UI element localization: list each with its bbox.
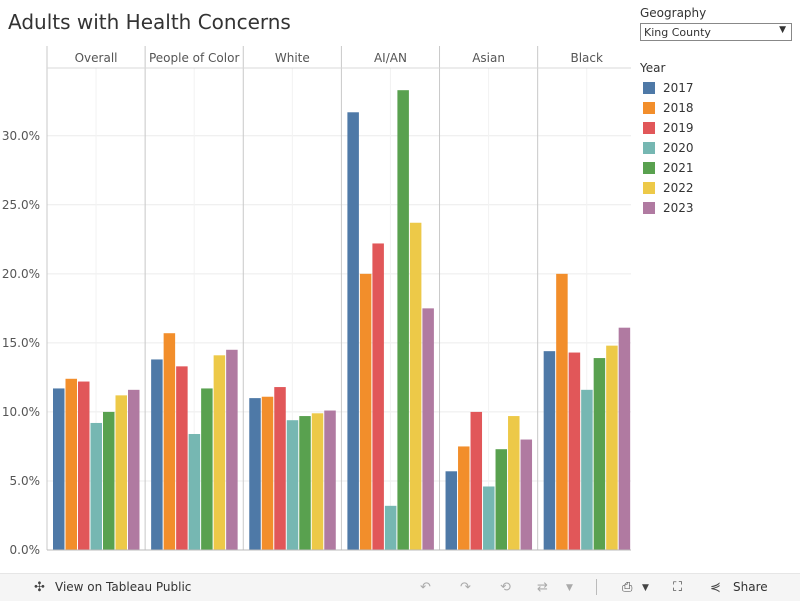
bar [495, 449, 508, 550]
bar [422, 308, 434, 550]
bar-chart: 0.0% 5.0% 10.0% 15.0% 20.0% 25.0% 30.0% Overall… [2, 46, 631, 557]
share-icon[interactable]: ⋞ [710, 580, 721, 595]
bar [65, 378, 77, 550]
share-button[interactable]: Share [733, 580, 768, 594]
refresh-icon[interactable]: ⇄ [537, 580, 548, 595]
legend-item[interactable]: 2017 [640, 78, 796, 98]
legend-label: 2019 [663, 121, 694, 135]
legend-item[interactable]: 2018 [640, 98, 796, 118]
y-tick-label: 15.0% [2, 336, 40, 350]
legend-swatch [643, 162, 655, 174]
bar [261, 396, 274, 550]
bar [593, 358, 606, 550]
y-tick-label: 0.0% [10, 543, 41, 557]
bar [372, 243, 384, 551]
bar [163, 333, 176, 550]
y-tick-label: 5.0% [10, 474, 41, 488]
toolbar: ✣ View on Tableau Public ↶ ↷ ⟲ ⇄ ▼ ⎙ ▼ ⛶… [0, 573, 800, 601]
tableau-logo-icon: ✣ [34, 580, 45, 595]
geography-value: King County [644, 26, 711, 39]
legend-item[interactable]: 2021 [640, 158, 796, 178]
chart-title: Adults with Health Concerns [8, 10, 291, 34]
bar [299, 416, 311, 550]
fullscreen-icon[interactable]: ⛶ [673, 580, 683, 595]
bar [520, 439, 533, 550]
bar [397, 90, 409, 550]
undo-icon[interactable]: ↶ [420, 580, 431, 595]
bar [103, 411, 115, 550]
legend-title: Year [640, 61, 666, 75]
legend-label: 2022 [663, 181, 694, 195]
bar [359, 273, 372, 550]
legend-item[interactable]: 2020 [640, 138, 796, 158]
y-tick-label: 20.0% [2, 267, 40, 281]
refresh-dropdown-icon[interactable]: ▼ [566, 583, 573, 593]
bar [445, 471, 458, 550]
toolbar-divider [596, 579, 597, 595]
category-header: AI/AN [374, 51, 407, 65]
bar [188, 434, 201, 550]
bar [618, 327, 631, 550]
bar [581, 389, 593, 550]
legend-item[interactable]: 2019 [640, 118, 796, 138]
bar [176, 366, 188, 550]
legend-label: 2023 [663, 201, 694, 215]
bar [201, 388, 213, 550]
category-header: White [275, 51, 310, 65]
view-on-tableau-link[interactable]: View on Tableau Public [55, 580, 192, 594]
bar [470, 411, 483, 550]
bar [311, 413, 324, 550]
legend-label: 2018 [663, 101, 694, 115]
bar [213, 355, 226, 550]
bar [384, 505, 397, 550]
legend-swatch [643, 142, 655, 154]
bar [286, 420, 299, 550]
category-header: Overall [75, 51, 118, 65]
legend-item[interactable]: 2022 [640, 178, 796, 198]
legend-item[interactable]: 2023 [640, 198, 796, 218]
bar [324, 410, 336, 550]
legend: Year 2017 2018 2019 2020 2021 2022 2023 [640, 61, 796, 218]
legend-swatch [643, 202, 655, 214]
download-dropdown-icon[interactable]: ▼ [642, 583, 649, 593]
bar [151, 359, 163, 550]
bar [226, 349, 238, 550]
download-icon[interactable]: ⎙ [622, 580, 633, 595]
bar [543, 351, 556, 550]
bar [568, 352, 581, 550]
geography-select[interactable]: King County ▼ [640, 23, 792, 41]
bar [115, 395, 127, 550]
dropdown-arrow-icon: ▼ [779, 25, 786, 35]
bar [483, 486, 495, 550]
sidebar: Geography King County ▼ Year 2017 2018 201… [640, 6, 796, 218]
category-header: People of Color [149, 51, 239, 65]
geography-label: Geography [640, 6, 707, 20]
bar [128, 389, 140, 550]
bar [606, 345, 618, 550]
legend-label: 2017 [663, 81, 694, 95]
legend-swatch [643, 122, 655, 134]
redo-icon[interactable]: ↷ [460, 580, 471, 595]
y-tick-label: 10.0% [2, 405, 40, 419]
bar [274, 387, 286, 550]
category-header: Black [570, 51, 603, 65]
legend-label: 2021 [663, 161, 694, 175]
category-header: Asian [472, 51, 505, 65]
bar [78, 381, 90, 550]
legend-swatch [643, 102, 655, 114]
y-tick-label: 30.0% [2, 129, 40, 143]
bar [556, 273, 568, 550]
y-tick-label: 25.0% [2, 198, 40, 212]
bar [409, 222, 422, 550]
legend-swatch [643, 82, 655, 94]
bar [458, 446, 470, 550]
bar [508, 416, 520, 550]
bar [249, 398, 261, 550]
legend-label: 2020 [663, 141, 694, 155]
bar [347, 112, 359, 550]
bar [53, 388, 65, 550]
revert-icon[interactable]: ⟲ [500, 580, 511, 595]
bar [90, 422, 102, 550]
legend-swatch [643, 182, 655, 194]
